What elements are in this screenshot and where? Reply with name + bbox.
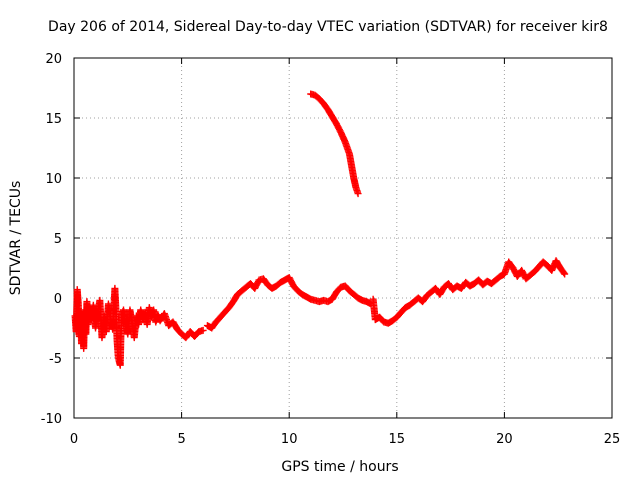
- x-tick-label: 0: [70, 432, 78, 447]
- grid-lines: [74, 58, 612, 418]
- y-tick-label: -5: [49, 352, 62, 367]
- y-tick-label: 0: [54, 292, 62, 307]
- x-tick-label: 25: [604, 432, 621, 447]
- y-tick-label: 10: [45, 172, 62, 187]
- data-point: [560, 269, 568, 277]
- y-tick-label: 20: [45, 52, 62, 67]
- axis-ticks: 0 5 10 15 20 25 -10 -5 0 5 10 15 20: [41, 52, 621, 447]
- x-axis-label: GPS time / hours: [281, 459, 398, 475]
- chart-title: Day 206 of 2014, Sidereal Day-to-day VTE…: [48, 19, 608, 35]
- x-tick-label: 20: [496, 432, 513, 447]
- series-track-high: [307, 90, 362, 198]
- y-tick-label: 5: [54, 232, 62, 247]
- data-point: [561, 270, 569, 278]
- y-tick-label: 15: [45, 112, 62, 127]
- series-tracks-early: [71, 284, 207, 369]
- y-tick-label: -10: [41, 412, 62, 427]
- data-point: [199, 326, 207, 334]
- data-points: [71, 90, 569, 369]
- series-tracks-morning: [203, 274, 375, 332]
- x-tick-label: 10: [281, 432, 298, 447]
- series-tracks-afternoon: [369, 257, 569, 327]
- data-point: [354, 190, 362, 198]
- x-tick-label: 15: [389, 432, 406, 447]
- y-axis-label: SDTVAR / TECUs: [8, 181, 24, 296]
- x-tick-label: 5: [177, 432, 185, 447]
